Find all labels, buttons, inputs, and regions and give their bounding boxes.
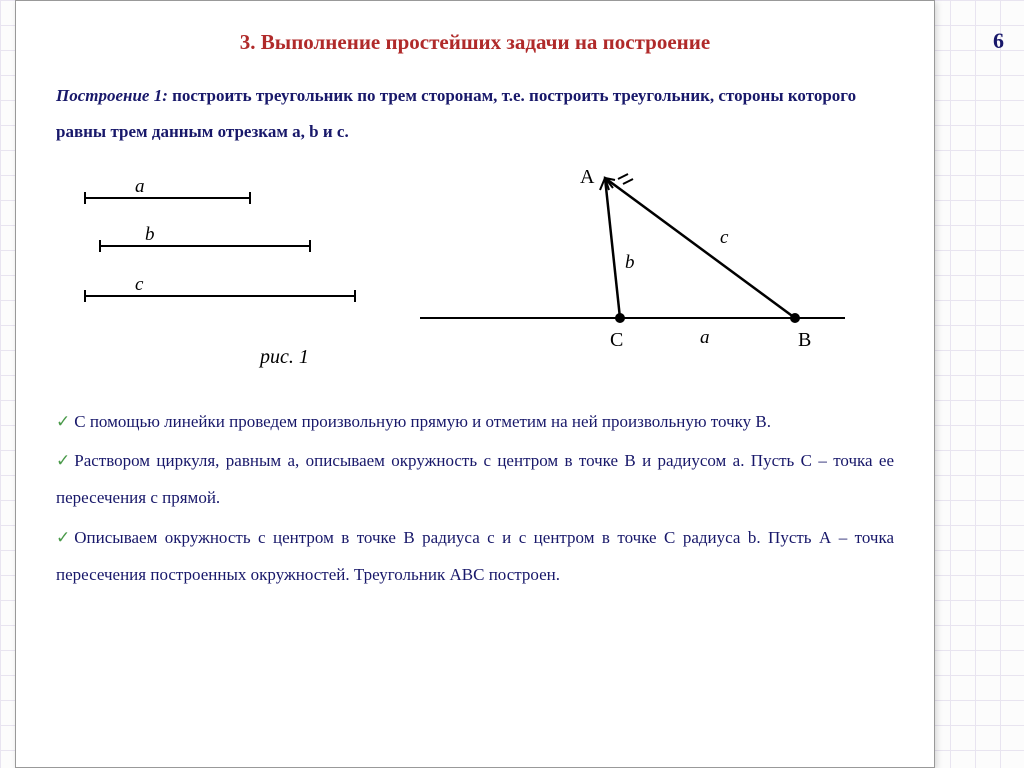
given-segments: a b c bbox=[85, 176, 355, 302]
intro-label: Построение 1: bbox=[56, 86, 168, 105]
side-b-label: b bbox=[625, 252, 635, 273]
side-a-label: a bbox=[700, 327, 710, 348]
triangle-figure: A B C a b c bbox=[420, 168, 845, 351]
segment-c-label: c bbox=[135, 274, 144, 295]
figure-caption: рис. 1 bbox=[258, 346, 309, 368]
construction-diagram: a b c рис. 1 bbox=[75, 168, 875, 378]
step-1-text: С помощью линейки проведем произвольную … bbox=[74, 412, 771, 431]
construction-steps: ✓С помощью линейки проведем произвольную… bbox=[56, 403, 894, 594]
step-2-text: Раствором циркуля, равным а, описываем о… bbox=[56, 451, 894, 507]
step-1: ✓С помощью линейки проведем произвольную… bbox=[56, 403, 894, 440]
side-c-label: c bbox=[720, 227, 729, 248]
page-number: 6 bbox=[993, 28, 1004, 54]
check-icon: ✓ bbox=[56, 442, 70, 479]
construction-intro: Построение 1: построить треугольник по т… bbox=[56, 78, 894, 149]
intro-text: построить треугольник по трем сторонам, … bbox=[56, 86, 856, 141]
page-title: 3. Выполнение простейших задачи на постр… bbox=[65, 29, 885, 56]
side-c bbox=[605, 178, 795, 318]
check-icon: ✓ bbox=[56, 519, 70, 556]
segment-a-label: a bbox=[135, 176, 145, 197]
vertex-C-label: C bbox=[610, 329, 623, 351]
check-icon: ✓ bbox=[56, 403, 70, 440]
step-3-text: Описываем окружность с центром в точке В… bbox=[56, 528, 894, 584]
side-b bbox=[605, 178, 620, 318]
step-3: ✓Описываем окружность с центром в точке … bbox=[56, 519, 894, 594]
vertex-B-label: B bbox=[798, 329, 811, 351]
vertex-A-label: A bbox=[580, 168, 595, 188]
page-card: 3. Выполнение простейших задачи на постр… bbox=[15, 0, 935, 768]
segment-b-label: b bbox=[145, 224, 155, 245]
step-2: ✓Раствором циркуля, равным а, описываем … bbox=[56, 442, 894, 517]
